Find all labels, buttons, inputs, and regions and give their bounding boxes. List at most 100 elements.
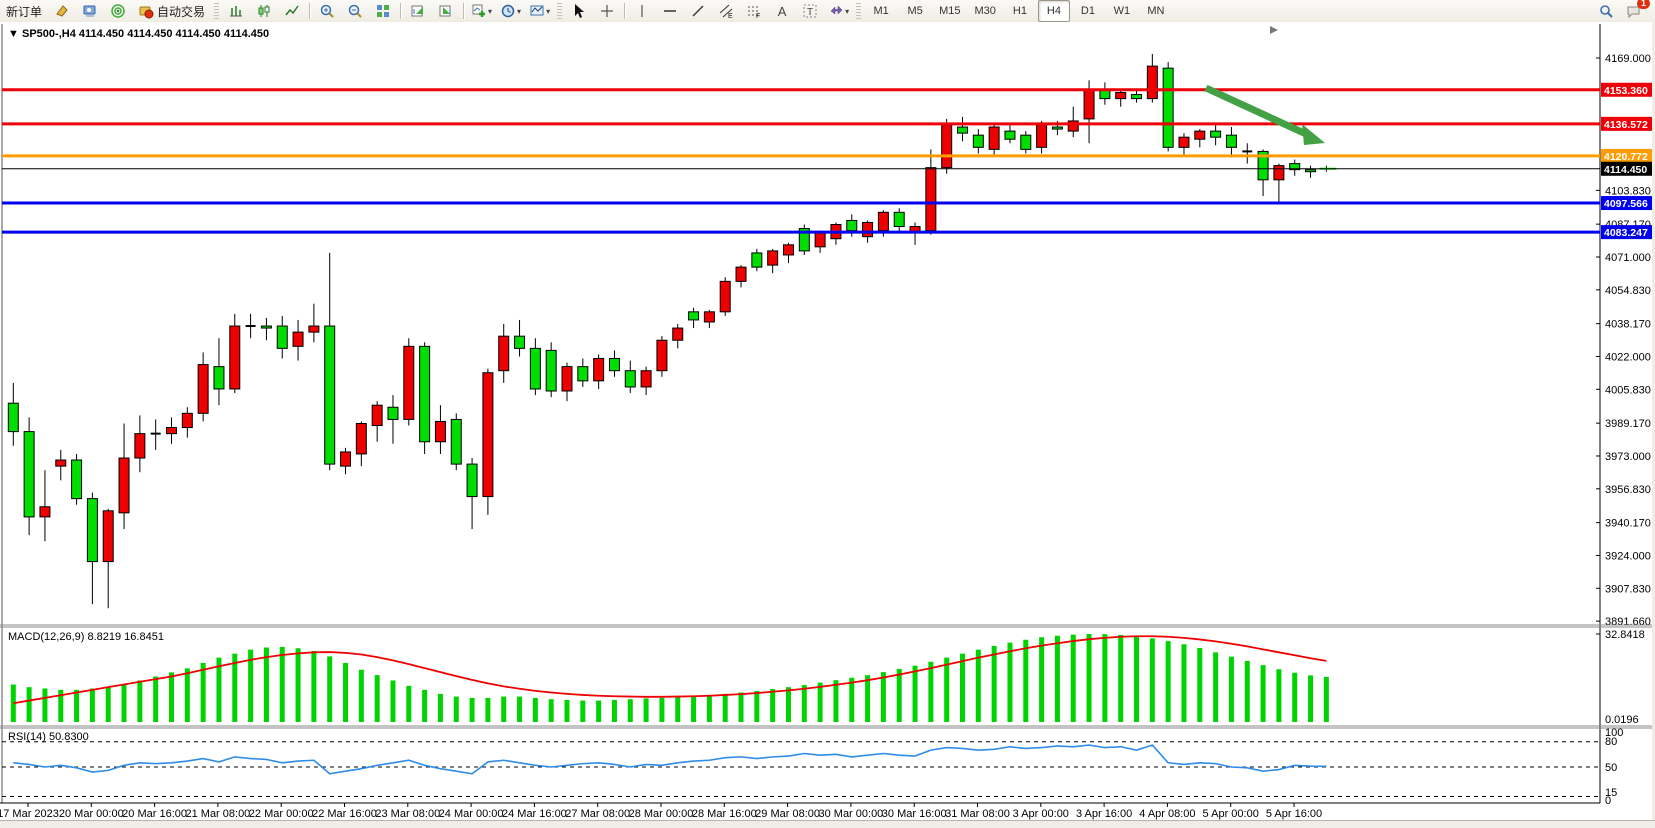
- price-badge: [1601, 148, 1653, 163]
- trendline-tool-button[interactable]: [685, 0, 711, 22]
- time-tick-label: 30 Mar 00:00: [818, 808, 883, 820]
- time-tick-label: 30 Mar 16:00: [882, 808, 947, 820]
- tab-timeframe-m5[interactable]: M5: [907, 5, 923, 17]
- price-badge: [1601, 225, 1653, 240]
- tab-timeframe-m1[interactable]: M1: [873, 5, 889, 17]
- price-tick-label: 3973.000: [1605, 451, 1651, 463]
- bull-candle: [719, 280, 731, 313]
- rsi-axis-label: 15: [1605, 787, 1617, 799]
- toolbar-grip: [557, 3, 563, 19]
- status-bar: [0, 820, 1655, 828]
- chart-window[interactable]: ▼ SP500-,H4 4114.450 4114.450 4114.450 41…: [0, 22, 1655, 820]
- time-tick-label: 27 Mar 08:00: [565, 808, 630, 820]
- tab-timeframe-d1[interactable]: D1: [1080, 5, 1095, 17]
- tab-timeframe-m15[interactable]: M15: [939, 5, 961, 17]
- price-tick-label: 3907.830: [1605, 583, 1651, 595]
- time-tick-label: 5 Apr 00:00: [1203, 808, 1259, 820]
- bar-chart-button[interactable]: [223, 0, 249, 22]
- tab-timeframe-h1[interactable]: H1: [1012, 5, 1027, 17]
- window-right-edge: [1652, 22, 1655, 820]
- bull-candle: [39, 506, 51, 518]
- tab-timeframe-w1[interactable]: W1: [1113, 5, 1131, 17]
- bear-candle: [751, 252, 763, 268]
- time-tick-label: 20 Mar 16:00: [122, 808, 187, 820]
- search-icon[interactable]: [1593, 0, 1619, 22]
- price-tick-label: 4022.000: [1605, 351, 1651, 363]
- macd-min-label: 0.0196: [1605, 714, 1639, 726]
- dropdown-caret-icon: ▾: [488, 6, 493, 16]
- rsi-axis-label: 80: [1605, 736, 1617, 748]
- tile-windows-button[interactable]: [370, 0, 396, 22]
- time-tick-label: 28 Mar 16:00: [692, 808, 757, 820]
- template-button[interactable]: ▾: [526, 0, 553, 22]
- trend-arrow-head[interactable]: [1302, 124, 1325, 145]
- bear-candle: [419, 345, 431, 443]
- new-order-label: 新订单: [6, 4, 43, 19]
- text-tool-button[interactable]: A: [769, 0, 795, 22]
- cursor-tool-button[interactable]: [566, 0, 592, 22]
- price-tick-label: 4071.000: [1605, 252, 1651, 264]
- new-order-button[interactable]: 新订单: [1, 0, 47, 22]
- add-indicator-button[interactable]: ▾: [468, 0, 495, 22]
- charts-list-button[interactable]: [405, 0, 431, 22]
- label-letter: T: [807, 7, 813, 18]
- main-toolbar: 新订单 自动交易 ▾ ▾: [0, 0, 1655, 23]
- crosshair-tool-button[interactable]: [594, 0, 620, 22]
- chart-title: SP500-,H4 4114.450 4114.450 4114.450 411…: [22, 28, 269, 40]
- toolbar-separator: [624, 3, 626, 19]
- bull-candle: [1273, 165, 1285, 181]
- bear-candle: [450, 418, 462, 465]
- bear-candle: [276, 325, 288, 349]
- bear-candle: [213, 366, 225, 390]
- bear-candle: [466, 463, 478, 498]
- zoom-in-button[interactable]: [314, 0, 340, 22]
- tab-timeframe-mn[interactable]: MN: [1147, 5, 1165, 17]
- price-badge: [1601, 161, 1653, 176]
- bull-candle: [1194, 130, 1206, 140]
- period-button[interactable]: ▾: [497, 0, 524, 22]
- price-tick-label: 3989.170: [1605, 418, 1651, 430]
- price-badge-label: 4083.247: [1604, 227, 1648, 239]
- bull-candle: [229, 325, 241, 390]
- price-chart-canvas[interactable]: ▼ SP500-,H4 4114.450 4114.450 4114.450 41…: [0, 22, 1655, 820]
- macd-max-label: 32.8418: [1605, 629, 1645, 641]
- bull-candle: [498, 335, 510, 372]
- bear-candle: [1020, 134, 1032, 150]
- bear-candle: [324, 325, 336, 465]
- candlestick-chart-button[interactable]: [251, 0, 277, 22]
- bear-candle: [387, 406, 399, 420]
- bull-candle: [134, 433, 146, 459]
- toolbar-grip: [214, 3, 220, 19]
- vertical-line-tool-button[interactable]: [629, 0, 655, 22]
- tab-timeframe-m30[interactable]: M30: [974, 5, 996, 17]
- data-window-button[interactable]: [433, 0, 459, 22]
- fibonacci-tool-button[interactable]: F: [741, 0, 767, 22]
- auto-trading-button[interactable]: 自动交易: [133, 0, 210, 22]
- time-tick-label: 22 Mar 16:00: [312, 808, 377, 820]
- bull-candle: [371, 404, 383, 427]
- rsi-axis-label: 50: [1605, 762, 1617, 774]
- signal-icon[interactable]: [105, 0, 131, 22]
- bull-candle: [656, 339, 668, 372]
- price-badge-label: 4114.450: [1604, 164, 1647, 176]
- bull-candle: [640, 370, 652, 388]
- line-chart-button[interactable]: [279, 0, 305, 22]
- bull-candle: [355, 422, 367, 455]
- trend-arrow[interactable]: [1204, 84, 1308, 138]
- text-tool-label: A: [777, 3, 787, 19]
- equidistant-channel-tool-button[interactable]: E: [713, 0, 739, 22]
- zoom-out-button[interactable]: [342, 0, 368, 22]
- price-tick-label: 4169.000: [1605, 53, 1651, 65]
- time-tick-label: 22 Mar 00:00: [249, 808, 314, 820]
- gold-pointer-icon[interactable]: [49, 0, 75, 22]
- bull-candle: [593, 358, 605, 382]
- arrows-tool-button[interactable]: ▾: [825, 0, 852, 22]
- terminal-icon[interactable]: [77, 0, 103, 22]
- time-tick-label: 20 Mar 00:00: [59, 808, 124, 820]
- label-tool-button[interactable]: T: [797, 0, 823, 22]
- tab-timeframe-h4[interactable]: H4: [1037, 0, 1070, 22]
- bull-candle: [862, 221, 874, 238]
- bear-candle: [893, 211, 905, 228]
- mailbox-button[interactable]: 1: [1621, 0, 1650, 22]
- horizontal-line-tool-button[interactable]: [657, 0, 683, 22]
